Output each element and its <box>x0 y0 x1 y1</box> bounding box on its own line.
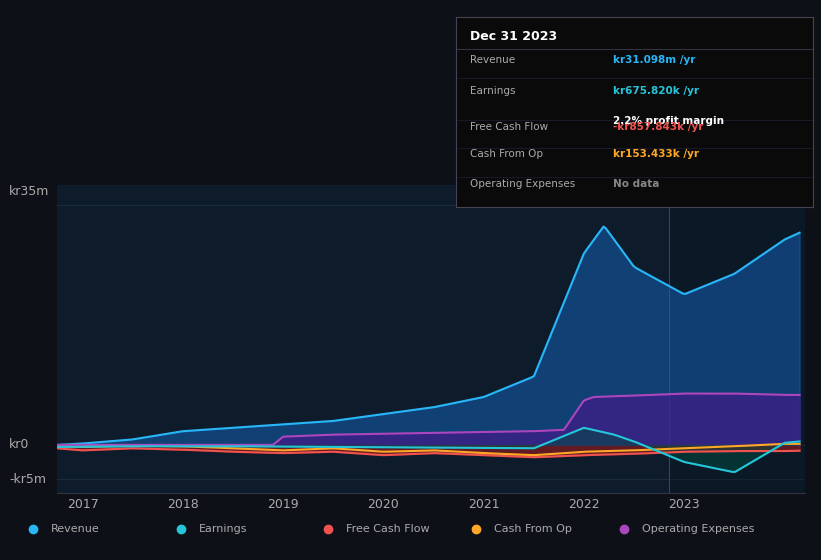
Text: 2.2% profit margin: 2.2% profit margin <box>612 116 724 126</box>
Text: Earnings: Earnings <box>199 524 247 534</box>
Text: Dec 31 2023: Dec 31 2023 <box>470 30 557 43</box>
Text: Cash From Op: Cash From Op <box>494 524 572 534</box>
Text: kr675.820k /yr: kr675.820k /yr <box>612 86 699 96</box>
Text: Free Cash Flow: Free Cash Flow <box>470 122 548 132</box>
Bar <box>669 185 805 493</box>
Text: kr31.098m /yr: kr31.098m /yr <box>612 55 695 65</box>
Text: No data: No data <box>612 179 659 189</box>
Text: -kr5m: -kr5m <box>9 473 46 486</box>
Text: Revenue: Revenue <box>51 524 99 534</box>
Text: Cash From Op: Cash From Op <box>470 149 543 159</box>
Text: kr153.433k /yr: kr153.433k /yr <box>612 149 699 159</box>
Text: Free Cash Flow: Free Cash Flow <box>346 524 430 534</box>
Text: -kr857.843k /yr: -kr857.843k /yr <box>612 122 703 132</box>
Text: Earnings: Earnings <box>470 86 516 96</box>
Text: Operating Expenses: Operating Expenses <box>470 179 576 189</box>
Text: Revenue: Revenue <box>470 55 515 65</box>
Text: kr0: kr0 <box>9 438 30 451</box>
Text: kr35m: kr35m <box>9 185 49 198</box>
Text: Operating Expenses: Operating Expenses <box>642 524 754 534</box>
